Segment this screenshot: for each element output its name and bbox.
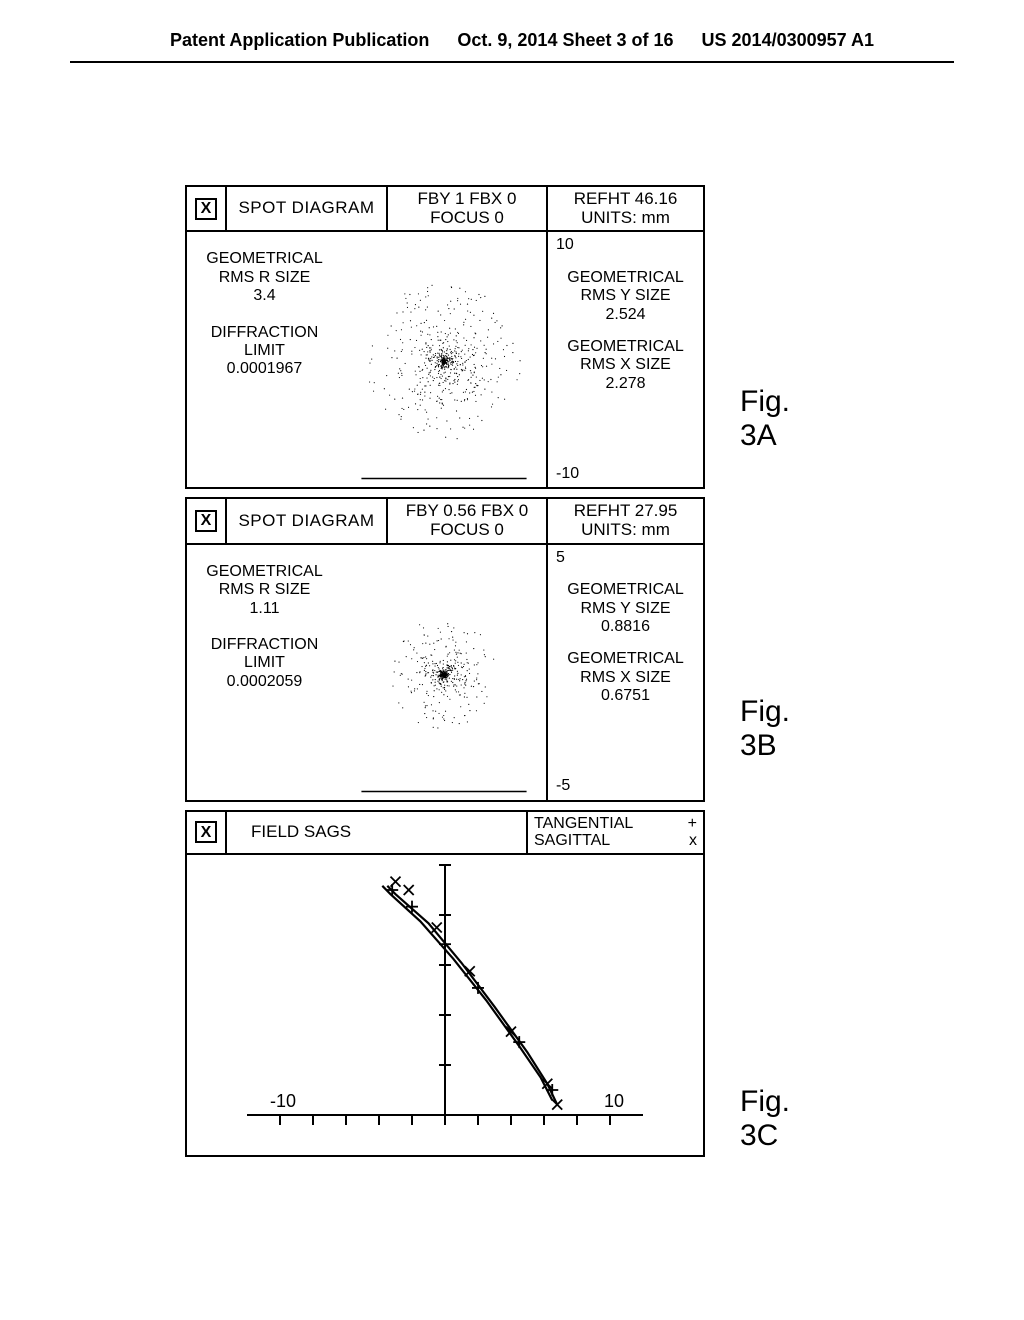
header-right: US 2014/0300957 A1 [702,30,874,51]
panel-a-right-col: 10 GEOMETRICAL RMS Y SIZE 2.524 GEOMETRI… [548,232,703,487]
x-marker-icon: x [689,832,697,850]
panel-b-header: X SPOT DIAGRAM FBY 0.56 FBX 0 FOCUS 0 RE… [187,499,703,544]
panel-a-spot-plot [342,232,548,487]
close-box-icon: X [187,187,227,230]
close-box-icon: X [187,812,227,853]
plus-marker-icon: + [688,815,697,833]
fig-label-3b: Fig. 3B [740,695,790,763]
panel-a-title: SPOT DIAGRAM [227,187,388,230]
panel-spot-diagram-a: X SPOT DIAGRAM FBY 1 FBX 0 FOCUS 0 REFHT… [185,185,705,489]
panel-b-spot-plot [342,545,548,800]
panel-c-plot: -10 10 [187,855,703,1155]
page-header: Patent Application Publication Oct. 9, 2… [70,0,954,63]
panel-a-ref: REFHT 46.16 UNITS: mm [548,187,703,230]
panel-b-field: FBY 0.56 FBX 0 FOCUS 0 [388,499,548,542]
panel-b-title: SPOT DIAGRAM [227,499,388,542]
svg-text:-10: -10 [270,1091,296,1111]
fig-label-3c: Fig. 3C [740,1085,790,1153]
panel-b-ref: REFHT 27.95 UNITS: mm [548,499,703,542]
svg-text:10: 10 [604,1091,624,1111]
panel-spot-diagram-b: X SPOT DIAGRAM FBY 0.56 FBX 0 FOCUS 0 RE… [185,497,705,801]
panel-c-legend: TANGENTIAL + SAGITTAL x [528,812,703,853]
panel-a-field: FBY 1 FBX 0 FOCUS 0 [388,187,548,230]
header-center: Oct. 9, 2014 Sheet 3 of 16 [457,30,673,51]
panel-b-left-col: GEOMETRICAL RMS R SIZE 1.11 DIFFRACTION … [187,545,342,800]
close-box-icon: X [187,499,227,542]
panel-a-header: X SPOT DIAGRAM FBY 1 FBX 0 FOCUS 0 REFHT… [187,187,703,232]
panel-field-sags: X FIELD SAGS TANGENTIAL + SAGITTAL x -10… [185,810,705,1157]
panel-c-header: X FIELD SAGS TANGENTIAL + SAGITTAL x [187,812,703,855]
panel-b-right-col: 5 GEOMETRICAL RMS Y SIZE 0.8816 GEOMETRI… [548,545,703,800]
panel-c-title: FIELD SAGS [227,812,528,853]
header-left: Patent Application Publication [170,30,429,51]
fig-label-3a: Fig. 3A [740,385,790,453]
panel-a-left-col: GEOMETRICAL RMS R SIZE 3.4 DIFFRACTION L… [187,232,342,487]
